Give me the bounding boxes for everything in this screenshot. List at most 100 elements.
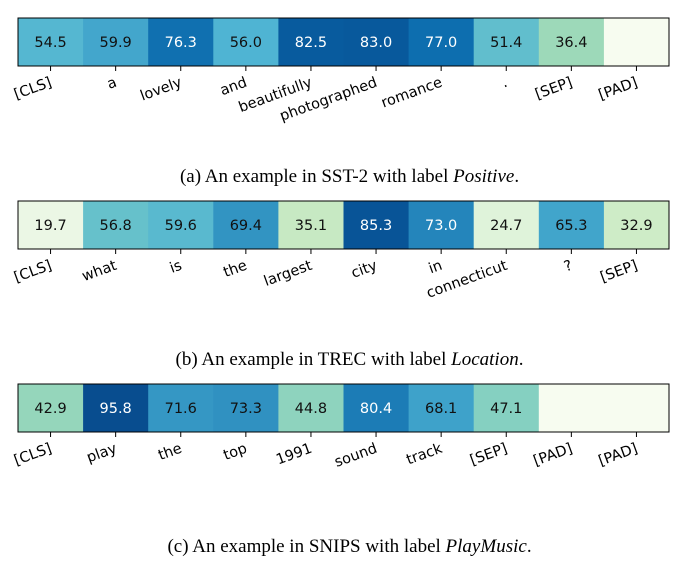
cell-value-label: 73.0 bbox=[425, 218, 457, 234]
caption-prefix: (a) An example in SST-2 with label bbox=[180, 166, 453, 187]
heatmap-panel-1: 54.5 59.9 76.3 56.0 82.5 83.0 77.0 51.4 36.4 [CLS… bbox=[12, 17, 670, 187]
cell-value-label: 85.3 bbox=[360, 218, 392, 234]
panel-caption: (a) An example in SST-2 with label Posit… bbox=[180, 166, 519, 187]
cell-value-label: 83.0 bbox=[360, 35, 392, 51]
panel-caption: (b) An example in TREC with label Locati… bbox=[176, 349, 524, 370]
cell-value-label: 32.9 bbox=[620, 218, 652, 234]
cell-value-label: 59.9 bbox=[100, 35, 132, 51]
heatmap-cell bbox=[473, 18, 540, 66]
x-tick-label: is bbox=[168, 258, 184, 277]
heatmap-cell bbox=[603, 18, 670, 66]
heatmap-cell bbox=[83, 384, 149, 432]
heatmap-cell bbox=[18, 201, 84, 249]
heatmap-cell bbox=[343, 201, 410, 249]
cell-value-label: 56.0 bbox=[230, 35, 262, 51]
x-tick-label: the bbox=[221, 258, 249, 281]
heatmap-cell bbox=[343, 18, 410, 66]
x-tick-label: track bbox=[404, 441, 445, 469]
cell-value-label: 24.7 bbox=[490, 218, 522, 234]
x-tick-label: the bbox=[156, 441, 184, 464]
x-tick-label: 1991 bbox=[274, 441, 314, 469]
x-tick-label: [SEP] bbox=[598, 258, 640, 286]
cell-value-label: 95.8 bbox=[100, 401, 132, 417]
heatmap-cell bbox=[538, 18, 605, 66]
heatmap-cell bbox=[603, 201, 670, 249]
heatmap-cell bbox=[278, 18, 344, 66]
cell-value-label: 36.4 bbox=[555, 35, 587, 51]
heatmap-cell bbox=[213, 384, 279, 432]
heatmap-cell bbox=[278, 201, 344, 249]
x-tick-label: [PAD] bbox=[597, 441, 640, 470]
cell-value-label: 71.6 bbox=[165, 401, 197, 417]
heatmap-border bbox=[17, 383, 670, 433]
cell-value-label: 56.8 bbox=[100, 218, 132, 234]
heatmap-cell bbox=[278, 384, 344, 432]
caption-label: PlayMusic bbox=[445, 536, 528, 557]
heatmap-cell bbox=[213, 18, 279, 66]
x-tick-label: city bbox=[349, 258, 380, 282]
caption-prefix: (b) An example in TREC with label bbox=[176, 349, 452, 370]
x-tick-label: a bbox=[105, 75, 119, 93]
x-tick-label: romance bbox=[379, 75, 444, 112]
x-tick-label: [SEP] bbox=[468, 441, 510, 469]
caption-prefix: (c) An example in SNIPS with label bbox=[167, 536, 445, 557]
heatmap-cell bbox=[148, 384, 214, 432]
heatmap-border bbox=[17, 200, 670, 250]
heatmap-cell bbox=[343, 384, 410, 432]
heatmap-cell bbox=[18, 384, 84, 432]
heatmap-cell bbox=[538, 384, 605, 432]
heatmap-cell bbox=[148, 201, 214, 249]
heatmap-cell bbox=[83, 201, 149, 249]
cell-value-label: 68.1 bbox=[425, 401, 457, 417]
cell-value-label: 82.5 bbox=[295, 35, 327, 51]
heatmap-cell bbox=[408, 201, 475, 249]
x-tick-label: in bbox=[427, 258, 445, 278]
cell-value-label: 76.3 bbox=[165, 35, 197, 51]
x-tick-label: ? bbox=[562, 258, 575, 276]
cell-value-label: 73.3 bbox=[230, 401, 262, 417]
heatmap-panel-3: 42.9 95.8 71.6 73.3 44.8 80.4 68.1 47.1 [CLS] pla… bbox=[12, 383, 670, 557]
x-tick-label: [CLS] bbox=[12, 441, 54, 469]
x-tick-label: what bbox=[80, 258, 119, 285]
heatmap-cell bbox=[18, 18, 84, 66]
heatmap-cell bbox=[473, 384, 540, 432]
heatmap-cell bbox=[538, 201, 605, 249]
x-tick-label: [PAD] bbox=[531, 441, 574, 470]
x-tick-label: largest bbox=[262, 258, 315, 290]
x-tick-label: sound bbox=[333, 441, 380, 471]
x-tick-label: play bbox=[85, 441, 120, 467]
heatmap-panel-2: 19.7 56.8 59.6 69.4 35.1 85.3 73.0 24.7 65.3 32.9… bbox=[12, 200, 670, 370]
x-tick-label: [SEP] bbox=[533, 75, 575, 103]
heatmap-cell bbox=[213, 201, 279, 249]
cell-value-label: 51.4 bbox=[490, 35, 522, 51]
caption-label: Location bbox=[450, 349, 519, 370]
heatmap-cell bbox=[83, 18, 149, 66]
cell-value-label: 69.4 bbox=[230, 218, 262, 234]
cell-value-label: 65.3 bbox=[555, 218, 587, 234]
x-tick-label: . bbox=[500, 75, 510, 92]
heatmap-cell bbox=[408, 18, 475, 66]
heatmap-cell bbox=[408, 384, 475, 432]
caption-suffix: . bbox=[514, 166, 519, 187]
cell-value-label: 54.5 bbox=[34, 35, 66, 51]
cell-value-label: 47.1 bbox=[490, 401, 522, 417]
heatmap-cell bbox=[603, 384, 670, 432]
caption-suffix: . bbox=[519, 349, 524, 370]
x-tick-label: [CLS] bbox=[12, 258, 54, 286]
cell-value-label: 77.0 bbox=[425, 35, 457, 51]
cell-value-label: 19.7 bbox=[34, 218, 66, 234]
x-tick-label: [CLS] bbox=[12, 75, 54, 103]
panel-caption: (c) An example in SNIPS with label PlayM… bbox=[167, 536, 531, 557]
cell-value-label: 59.6 bbox=[165, 218, 197, 234]
x-tick-label: top bbox=[221, 441, 249, 464]
x-tick-label: and bbox=[218, 75, 249, 99]
x-tick-label: [PAD] bbox=[597, 75, 640, 104]
cell-value-label: 35.1 bbox=[295, 218, 327, 234]
cell-value-label: 80.4 bbox=[360, 401, 392, 417]
cell-value-label: 44.8 bbox=[295, 401, 327, 417]
heatmap-cell bbox=[473, 201, 540, 249]
x-tick-label: lovely bbox=[138, 75, 184, 105]
caption-suffix: . bbox=[527, 536, 532, 557]
